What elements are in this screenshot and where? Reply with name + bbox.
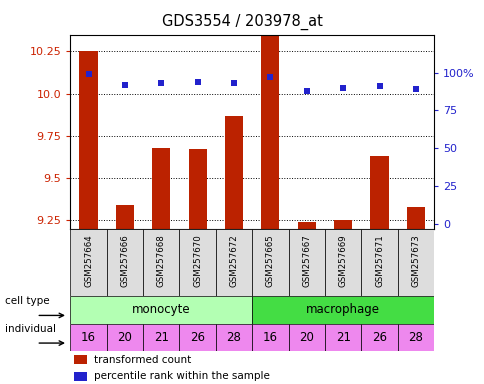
Bar [70,296,252,324]
Text: GSM257670: GSM257670 [193,235,202,288]
Bar [361,229,397,296]
Bar [225,116,242,229]
Bar [397,324,433,351]
Bar [252,324,288,351]
Bar [252,296,433,324]
Text: 26: 26 [371,331,386,344]
Text: percentile rank within the sample: percentile rank within the sample [94,371,269,381]
Bar [252,229,288,296]
Bar [74,372,87,381]
Bar [324,229,361,296]
Text: 28: 28 [226,331,241,344]
Text: cell type: cell type [5,296,49,306]
Bar [152,148,170,229]
Bar [143,324,179,351]
Bar [179,229,215,296]
Bar [106,324,143,351]
Bar [188,149,206,229]
Bar [70,229,106,296]
Text: GSM257672: GSM257672 [229,235,238,288]
Bar [70,324,106,351]
Bar [261,6,279,229]
Text: GSM257671: GSM257671 [374,235,383,288]
Text: 21: 21 [335,331,350,344]
Text: GSM257668: GSM257668 [156,235,166,288]
Bar [333,220,351,229]
Text: 20: 20 [299,331,314,344]
Bar [324,324,361,351]
Text: GSM257665: GSM257665 [265,235,274,288]
Text: transformed count: transformed count [94,354,191,364]
Bar [106,229,143,296]
Bar [215,229,252,296]
Bar [79,51,97,229]
Text: 28: 28 [408,331,423,344]
Text: monocyte: monocyte [132,303,190,316]
Text: GSM257666: GSM257666 [120,235,129,288]
Bar [215,324,252,351]
Text: GDS3554 / 203978_at: GDS3554 / 203978_at [162,13,322,30]
Text: GSM257667: GSM257667 [302,235,311,288]
Bar [361,324,397,351]
Bar [74,355,87,364]
Text: 21: 21 [153,331,168,344]
Text: macrophage: macrophage [305,303,379,316]
Bar [397,229,433,296]
Bar [288,229,324,296]
Text: GSM257669: GSM257669 [338,235,347,288]
Text: individual: individual [5,324,56,334]
Bar [179,324,215,351]
Text: GSM257673: GSM257673 [410,235,420,288]
Text: GSM257664: GSM257664 [84,235,93,288]
Bar [143,229,179,296]
Text: 20: 20 [117,331,132,344]
Bar [297,222,315,229]
Bar [406,207,424,229]
Bar [370,156,388,229]
Text: 26: 26 [190,331,205,344]
Text: 16: 16 [81,331,96,344]
Text: 16: 16 [262,331,277,344]
Bar [116,205,134,229]
Bar [288,324,324,351]
